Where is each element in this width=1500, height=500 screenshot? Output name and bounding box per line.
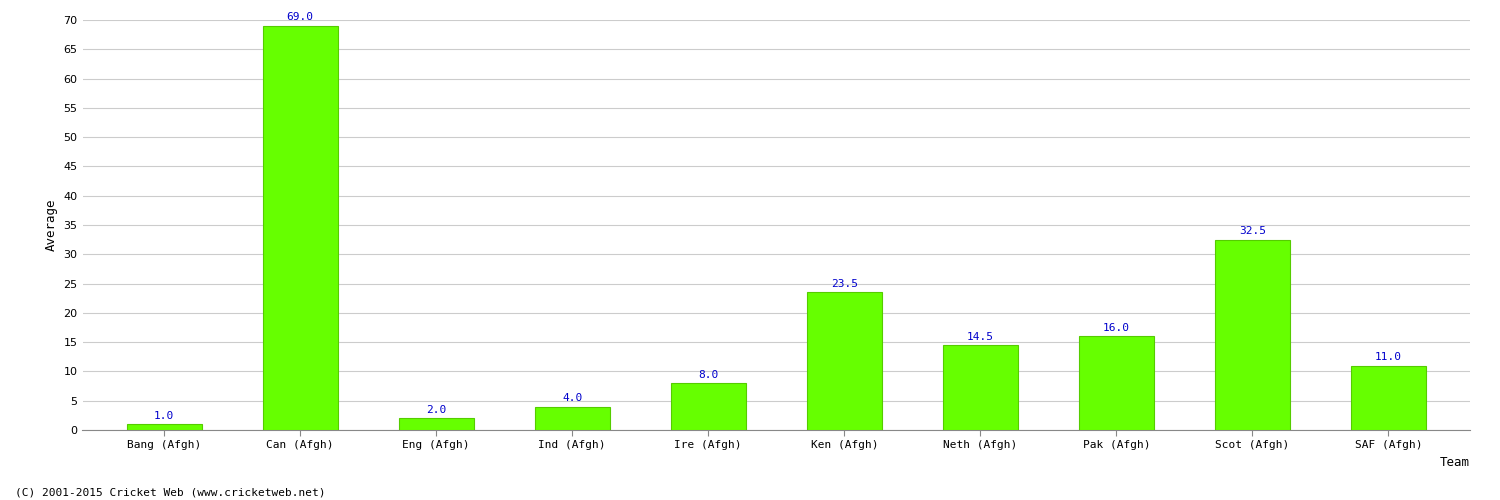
Bar [1078, 336, 1154, 430]
Bar [262, 26, 338, 430]
Text: 23.5: 23.5 [831, 279, 858, 289]
Bar [670, 383, 746, 430]
Y-axis label: Average: Average [45, 198, 58, 251]
Text: 11.0: 11.0 [1376, 352, 1402, 362]
Bar [536, 406, 609, 430]
Text: 2.0: 2.0 [426, 405, 447, 415]
Text: 16.0: 16.0 [1102, 323, 1130, 333]
Bar [807, 292, 882, 430]
Bar [399, 418, 474, 430]
Text: 14.5: 14.5 [968, 332, 994, 342]
Text: 8.0: 8.0 [698, 370, 718, 380]
Bar [1215, 240, 1290, 430]
X-axis label: Team: Team [1440, 456, 1470, 469]
Text: 32.5: 32.5 [1239, 226, 1266, 236]
Text: 4.0: 4.0 [562, 393, 582, 403]
Bar [944, 345, 1017, 430]
Bar [1352, 366, 1426, 430]
Bar [126, 424, 201, 430]
Text: 69.0: 69.0 [286, 12, 314, 22]
Text: 1.0: 1.0 [154, 410, 174, 420]
Text: (C) 2001-2015 Cricket Web (www.cricketweb.net): (C) 2001-2015 Cricket Web (www.cricketwe… [15, 488, 326, 498]
